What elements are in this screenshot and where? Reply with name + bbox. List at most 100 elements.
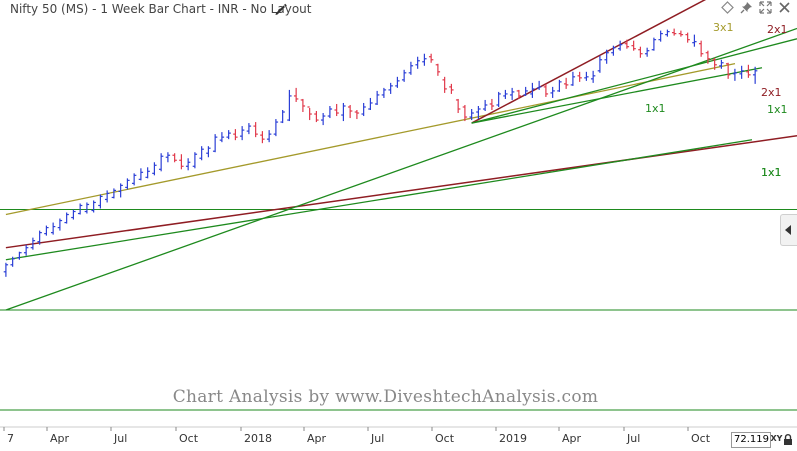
gann-line-2x1-2[interactable] <box>471 0 762 124</box>
x-tick-label: Jul <box>370 432 384 445</box>
price-bar <box>408 61 414 75</box>
price-bar <box>199 146 204 161</box>
price-bar <box>442 76 447 93</box>
price-bar <box>131 173 137 186</box>
price-bar <box>152 162 157 176</box>
price-bar <box>516 89 522 99</box>
price-bar <box>604 49 609 64</box>
price-bar <box>17 251 22 260</box>
x-tick-label: Oct <box>691 432 711 445</box>
price-bar <box>273 119 279 137</box>
price-bar <box>37 230 42 245</box>
gann-line-1x1-6[interactable] <box>5 27 797 311</box>
price-bar <box>536 80 542 90</box>
price-bar <box>280 110 285 124</box>
price-bar <box>428 53 434 63</box>
diamond-icon[interactable] <box>721 1 734 14</box>
gann-label-2x1-2: 2x1 <box>767 23 788 36</box>
price-bar <box>3 262 9 277</box>
pin-icon[interactable] <box>740 1 753 14</box>
price-bar <box>320 113 326 126</box>
gann-line-1x1-5[interactable] <box>5 139 753 261</box>
chevron-left-icon <box>785 225 791 235</box>
x-tick-label: 7 <box>7 432 14 445</box>
lock-icon[interactable] <box>783 434 793 445</box>
price-bar <box>671 28 677 36</box>
xy-toggle-button[interactable]: XY <box>770 434 783 443</box>
price-bar <box>388 82 393 94</box>
edit-icon[interactable] <box>274 2 288 16</box>
price-bar <box>172 153 177 163</box>
price-bar <box>138 168 144 181</box>
price-bar <box>739 65 744 79</box>
price-bar <box>631 40 636 51</box>
price-bar <box>374 90 380 105</box>
value-readout: 72.119 <box>731 432 771 448</box>
gann-line-1x1-3[interactable] <box>471 38 797 124</box>
price-bar <box>395 76 400 88</box>
x-tick-label: 2019 <box>499 432 527 445</box>
price-bar <box>185 158 191 171</box>
price-bar <box>422 53 427 66</box>
x-tick-label: 2018 <box>244 432 272 445</box>
price-bar <box>712 57 717 70</box>
price-bar <box>206 146 211 158</box>
price-bar <box>192 152 198 169</box>
price-bar <box>651 37 657 51</box>
price-bar <box>64 212 69 224</box>
price-bar <box>611 45 616 56</box>
price-bar <box>746 64 751 78</box>
price-bar <box>104 190 110 203</box>
price-bar <box>287 89 292 122</box>
x-tick-label: Apr <box>50 432 70 445</box>
price-bar <box>111 188 117 199</box>
price-bar <box>158 153 164 172</box>
price-bar <box>266 130 272 143</box>
price-bar <box>30 237 36 250</box>
price-bar <box>327 105 333 119</box>
price-bar <box>644 47 650 57</box>
gann-line-2x1-1[interactable] <box>5 135 797 249</box>
price-bar <box>530 82 535 98</box>
price-bar <box>462 104 468 122</box>
gann-label-1x1-4: 1x1 <box>767 103 788 116</box>
price-bar <box>455 98 461 114</box>
price-bar <box>401 69 407 82</box>
price-bar <box>293 87 299 102</box>
price-bar <box>482 99 488 112</box>
expand-icon[interactable] <box>759 1 772 14</box>
price-bar <box>50 222 56 235</box>
collapse-panel-button[interactable] <box>780 214 797 246</box>
price-bar <box>233 129 238 141</box>
price-bar <box>125 178 130 190</box>
price-bar <box>752 66 758 84</box>
gann-line-1x1-4[interactable] <box>471 67 763 124</box>
price-bar <box>314 111 319 123</box>
x-tick-label: Apr <box>562 432 582 445</box>
price-bar <box>577 71 582 82</box>
price-bar <box>496 91 501 107</box>
price-bar <box>219 132 225 143</box>
price-bar <box>503 89 508 99</box>
price-bar <box>732 68 738 81</box>
price-bar <box>84 202 90 214</box>
chart-title: Nifty 50 (MS) - 1 Week Bar Chart - INR -… <box>10 2 312 16</box>
price-bar <box>435 63 441 76</box>
price-bar <box>347 104 353 119</box>
close-icon[interactable] <box>778 1 791 14</box>
price-bar <box>307 106 312 121</box>
price-bar <box>381 87 387 98</box>
price-bar <box>246 123 252 135</box>
price-bar <box>489 98 495 111</box>
gann-line-3x1-0[interactable] <box>5 62 736 216</box>
x-tick-label: Oct <box>179 432 199 445</box>
price-bar <box>145 167 150 179</box>
price-bar <box>469 109 474 121</box>
price-bar <box>584 71 589 81</box>
price-bar <box>368 97 373 111</box>
gann-label-3x1-0: 3x1 <box>713 21 734 34</box>
price-bar <box>118 183 123 198</box>
price-bar <box>658 30 663 42</box>
price-bar <box>179 154 184 170</box>
